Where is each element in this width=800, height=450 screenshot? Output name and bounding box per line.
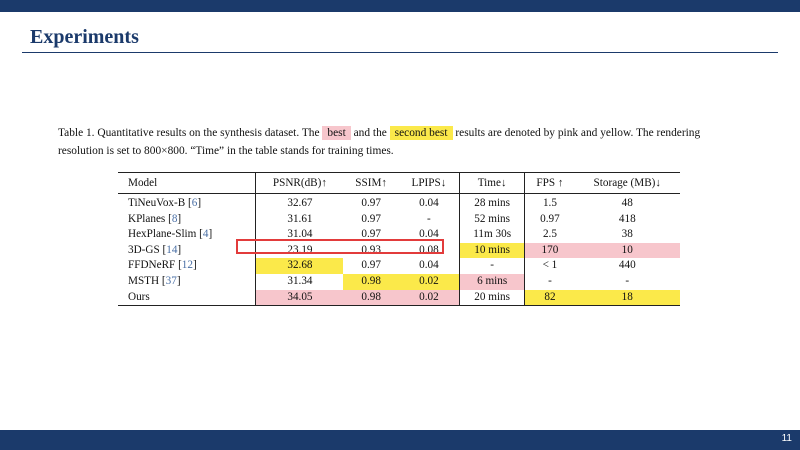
caption-text-2: and the	[350, 127, 390, 139]
footer-bar	[0, 430, 800, 450]
caption-best-highlight: best	[322, 126, 351, 140]
cell-storage: 418	[618, 212, 636, 225]
cell-fps: < 1	[524, 258, 575, 274]
page-number: 11	[781, 433, 792, 444]
table-row: KPlanes [8] 31.61 0.97 - 52 mins 0.97 41…	[118, 211, 680, 228]
header-fps: FPS ↑	[524, 172, 575, 194]
cell-psnr: 32.67	[255, 193, 344, 212]
cell-model: HexPlane-Slim [4]	[128, 228, 213, 241]
cell-ssim: 0.97	[361, 228, 381, 241]
cell-fps: 82	[524, 289, 575, 306]
cell-psnr: 34.05	[255, 289, 344, 306]
cell-ssim: 0.97	[361, 197, 381, 209]
cell-storage: 48	[621, 197, 633, 209]
cell-storage: 10	[574, 242, 680, 259]
cell-time: 28 mins	[458, 193, 525, 212]
cell-fps: 1.5	[524, 193, 575, 212]
header-lpips: LPIPS↓	[411, 177, 447, 189]
cell-storage: 18	[574, 289, 680, 306]
cell-fps: 2.5	[524, 227, 575, 243]
header-storage: Storage (MB)↓	[593, 177, 661, 189]
cell-time: -	[458, 258, 525, 274]
highlight-box	[236, 239, 444, 254]
cell-model: KPlanes [8]	[128, 212, 182, 225]
table-row: 3D-GS [14] 23.19 0.93 0.08 10 mins 170 1…	[118, 242, 680, 259]
cell-psnr: 31.61	[255, 211, 344, 228]
title-underline	[22, 52, 778, 53]
table-caption: Table 1. Quantitative results on the syn…	[58, 124, 748, 160]
cell-psnr: 32.68	[255, 258, 344, 274]
table-row: FFDNeRF [12] 32.68 0.97 0.04 - < 1 440	[118, 258, 680, 274]
cell-model: 3D-GS [14]	[128, 243, 182, 256]
cell-time: 11m 30s	[458, 227, 525, 243]
cell-storage: 38	[621, 228, 633, 241]
cell-time: 10 mins	[458, 242, 525, 259]
cell-ssim: 0.98	[343, 273, 399, 290]
results-table: Model PSNR(dB)↑ SSIM↑ LPIPS↓ Time↓ FPS ↑…	[118, 172, 680, 306]
cell-fps: 0.97	[524, 211, 575, 228]
slide-title: Experiments	[30, 26, 139, 48]
header-time: Time↓	[458, 172, 525, 194]
caption-second-best-highlight: second best	[389, 126, 453, 140]
cell-lpips: 0.02	[398, 289, 460, 306]
cell-model: Ours	[128, 290, 150, 303]
cell-psnr: 31.04	[255, 227, 344, 243]
cell-ssim: 0.98	[343, 289, 399, 306]
caption-text-3: results are denoted by pink and yellow. …	[58, 127, 701, 157]
cell-psnr: 31.34	[255, 273, 344, 290]
cell-ssim: 0.97	[361, 259, 381, 272]
cell-ssim: 0.97	[361, 212, 381, 225]
caption-text-1: Table 1. Quantitative results on the syn…	[58, 127, 323, 139]
header-ssim: SSIM↑	[355, 177, 388, 189]
table-header-row: Model PSNR(dB)↑ SSIM↑ LPIPS↓ Time↓ FPS ↑…	[118, 172, 680, 194]
cell-model: MSTH [37]	[128, 274, 181, 287]
cell-lpips: -	[427, 212, 431, 225]
top-bar	[0, 0, 800, 12]
cell-lpips: 0.04	[419, 228, 439, 241]
header-psnr: PSNR(dB)↑	[255, 172, 344, 194]
cell-time: 6 mins	[458, 273, 525, 290]
cell-lpips: 0.04	[419, 259, 439, 272]
header-model: Model	[128, 177, 158, 189]
cell-model: FFDNeRF [12]	[128, 259, 197, 272]
cell-fps: 170	[524, 242, 575, 259]
cell-model: TiNeuVox-B [6]	[128, 197, 202, 209]
cell-time: 52 mins	[458, 211, 525, 228]
cell-fps: -	[524, 273, 575, 290]
cell-storage: 440	[618, 259, 636, 272]
table-row: TiNeuVox-B [6] 32.67 0.97 0.04 28 mins 1…	[118, 193, 680, 212]
table-row: MSTH [37] 31.34 0.98 0.02 6 mins - -	[118, 273, 680, 290]
cell-lpips: 0.04	[419, 197, 439, 209]
table-row: Ours 34.05 0.98 0.02 20 mins 82 18	[118, 289, 680, 306]
table-row: HexPlane-Slim [4] 31.04 0.97 0.04 11m 30…	[118, 227, 680, 243]
cell-lpips: 0.02	[398, 273, 460, 290]
cell-storage: -	[625, 274, 630, 287]
cell-time: 20 mins	[458, 289, 525, 306]
